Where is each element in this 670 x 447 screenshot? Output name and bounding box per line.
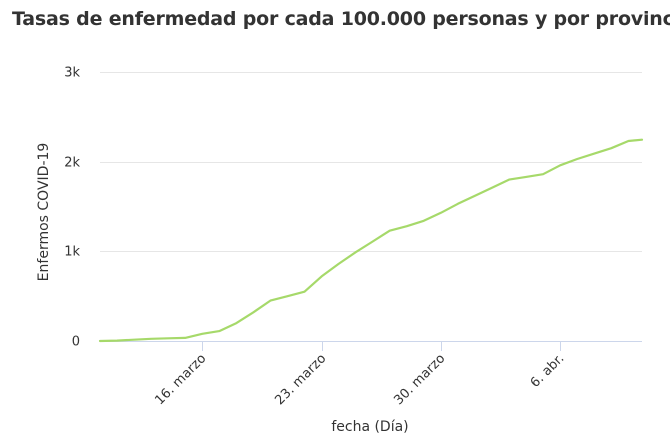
data-point xyxy=(473,194,477,198)
data-point xyxy=(234,321,238,325)
data-point xyxy=(166,336,170,340)
data-point xyxy=(115,339,119,343)
data-point xyxy=(217,329,221,333)
y-tick-label: 3k xyxy=(64,66,80,81)
data-point xyxy=(200,332,204,336)
x-axis-title: fecha (Día) xyxy=(331,419,408,435)
y-axis-title: Enfermos COVID-19 xyxy=(36,143,52,282)
y-tick-label: 1k xyxy=(64,245,80,260)
data-point xyxy=(354,250,358,254)
chart-title: Tasas de enfermedad por cada 100.000 per… xyxy=(12,8,670,30)
x-tick-label: 30. marzo xyxy=(391,351,448,408)
data-point xyxy=(98,339,102,343)
data-point xyxy=(558,163,562,167)
data-point xyxy=(626,139,630,143)
data-point xyxy=(541,172,545,176)
x-tick-label: 16. marzo xyxy=(152,351,209,408)
data-point xyxy=(456,202,460,206)
data-point xyxy=(371,240,375,244)
data-point xyxy=(132,338,136,342)
data-point xyxy=(439,211,443,215)
data-point xyxy=(320,274,324,278)
data-point xyxy=(640,138,644,142)
x-axis-ticks: 16. marzo 23. marzo 30. marzo 6. abr. xyxy=(152,341,567,408)
data-point xyxy=(388,229,392,233)
data-point xyxy=(183,336,187,340)
y-axis-ticks: 0 1k 2k 3k xyxy=(64,66,80,350)
data-point xyxy=(405,224,409,228)
x-tick-label: 23. marzo xyxy=(272,351,329,408)
data-point xyxy=(149,337,153,341)
y-tick-label: 0 xyxy=(72,335,80,350)
data-point xyxy=(268,299,272,303)
series-layer xyxy=(98,138,644,343)
data-point xyxy=(490,186,494,190)
data-point xyxy=(286,294,290,298)
grid-lines xyxy=(100,72,642,252)
data-point xyxy=(575,157,579,161)
y-tick-label: 2k xyxy=(64,156,80,171)
data-point xyxy=(592,152,596,156)
data-point xyxy=(303,290,307,294)
data-point xyxy=(609,146,613,150)
data-point xyxy=(251,310,255,314)
data-point xyxy=(422,219,426,223)
data-point xyxy=(524,175,528,179)
data-point xyxy=(507,178,511,182)
series-line xyxy=(98,138,644,343)
x-tick-label: 6. abr. xyxy=(528,351,568,391)
data-point xyxy=(337,262,341,266)
